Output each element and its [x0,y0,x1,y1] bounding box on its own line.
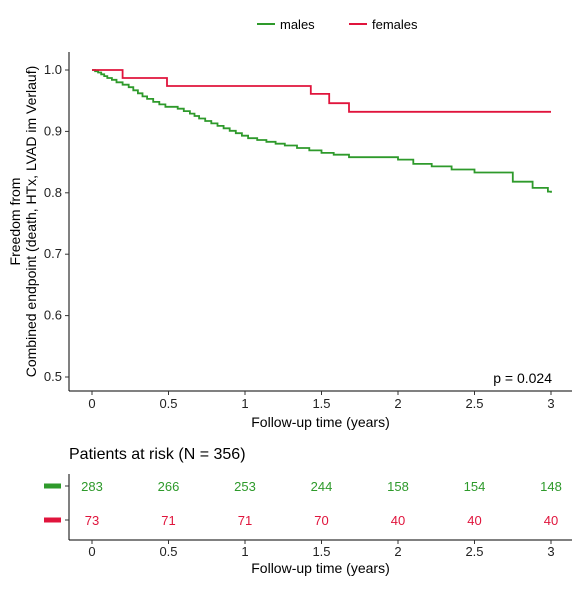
y-axis-title-line: Combined endpoint (death, HTx, LVAD im V… [23,66,39,378]
y-tick-label: 0.8 [44,185,62,200]
y-axis-title-line: Freedom from [7,178,23,266]
risk-count-cell: 71 [238,513,252,528]
x-tick-label: 1 [241,396,248,411]
risk-x-tick-label: 0.5 [159,544,177,559]
risk-row-swatch-females [44,517,61,523]
risk-count-cell: 253 [234,479,256,494]
risk-count-cell: 283 [81,479,103,494]
risk-count-cell: 40 [467,513,481,528]
x-tick-label: 2 [394,396,401,411]
y-tick-label: 0.9 [44,123,62,138]
p-value-annotation: p = 0.024 [493,370,552,386]
risk-x-tick-label: 0 [88,544,95,559]
km-curve-males [92,69,552,193]
risk-row-swatch-males [44,483,61,489]
risk-x-tick-label: 2 [394,544,401,559]
risk-count-cell: 244 [311,479,333,494]
risk-count-cell: 158 [387,479,409,494]
risk-count-cell: 73 [85,513,99,528]
risk-x-axis-title: Follow-up time (years) [251,560,389,576]
risk-x-tick-label: 1 [241,544,248,559]
risk-count-cell: 40 [391,513,405,528]
risk-x-tick-label: 3 [547,544,554,559]
risk-count-cell: 40 [544,513,558,528]
risk-count-cell: 148 [540,479,562,494]
risk-x-tick-label: 2.5 [465,544,483,559]
risk-count-cell: 154 [464,479,486,494]
risk-count-cell: 70 [314,513,328,528]
x-axis-title: Follow-up time (years) [251,414,389,430]
legend-label-males: males [280,17,315,32]
x-tick-label: 3 [547,396,554,411]
x-tick-label: 2.5 [465,396,483,411]
risk-count-cell: 266 [158,479,180,494]
km-curve-females [92,69,551,113]
risk-count-cell: 71 [161,513,175,528]
y-tick-label: 0.7 [44,246,62,261]
risk-table-title: Patients at risk (N = 356) [69,446,246,463]
x-tick-label: 0 [88,396,95,411]
x-tick-label: 0.5 [159,396,177,411]
y-tick-label: 1.0 [44,62,62,77]
risk-x-tick-label: 1.5 [312,544,330,559]
y-tick-label: 0.5 [44,369,62,384]
legend-label-females: females [372,17,418,32]
y-tick-label: 0.6 [44,308,62,323]
x-tick-label: 1.5 [312,396,330,411]
